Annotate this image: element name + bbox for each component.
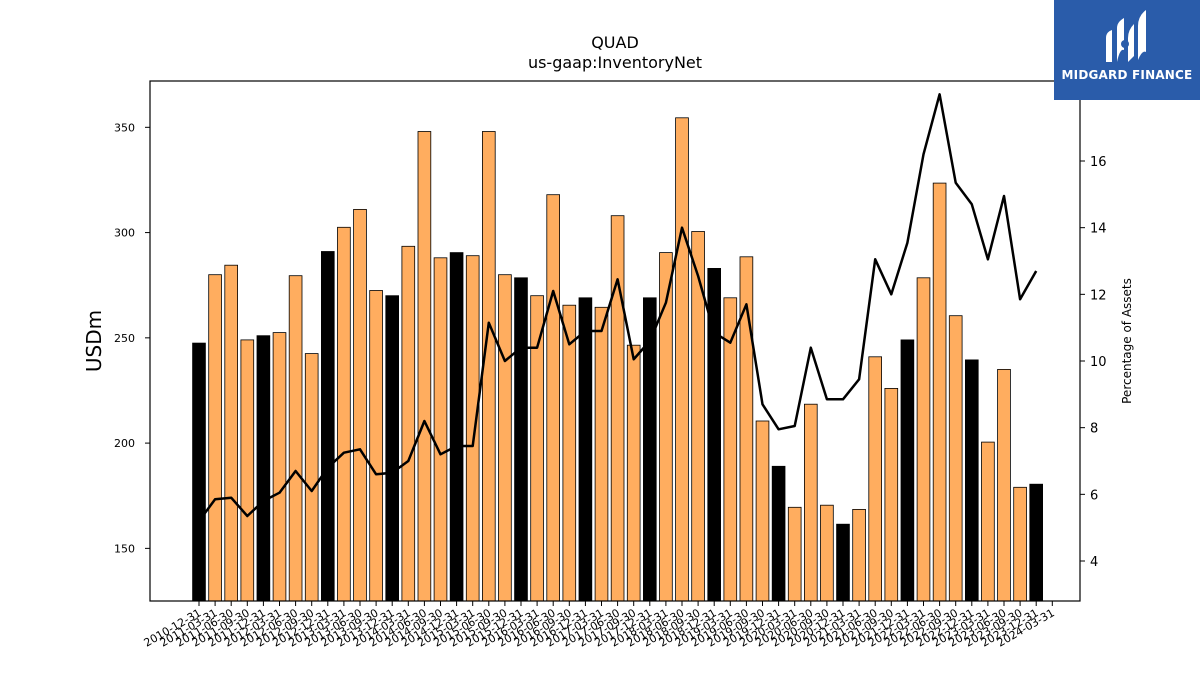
- chart-subtitle: us-gaap:InventoryNet: [528, 53, 702, 72]
- bar: [948, 315, 963, 602]
- y-axis-label: USDm: [82, 310, 106, 372]
- bar: [594, 306, 609, 602]
- y2-tick-label: 8: [1090, 422, 1098, 437]
- y2-tick-label: 4: [1090, 555, 1098, 570]
- y2-tick-label: 10: [1090, 355, 1107, 370]
- bar: [868, 356, 882, 602]
- bar: [916, 277, 931, 602]
- y-tick-label: 200: [114, 437, 135, 450]
- bar: [804, 403, 818, 602]
- plot-frame: [149, 80, 1081, 602]
- bar: [997, 368, 1011, 602]
- bar: [981, 441, 995, 602]
- y2-tick-label: 12: [1090, 288, 1107, 303]
- bar: [562, 304, 577, 602]
- y-tick-label: 300: [114, 227, 135, 240]
- bar: [578, 297, 593, 602]
- y2-tick-label: 14: [1090, 222, 1107, 237]
- bar-series: [192, 117, 1044, 602]
- percentage-line: [197, 93, 1038, 522]
- bar: [771, 465, 786, 602]
- bar: [626, 344, 641, 602]
- y-tick-label: 250: [114, 332, 135, 345]
- bar: [530, 295, 544, 602]
- y-tick-label: 350: [114, 121, 135, 134]
- bar: [900, 339, 915, 602]
- y2-tick-label: 16: [1090, 155, 1107, 170]
- bar: [787, 506, 802, 602]
- bar: [208, 274, 222, 602]
- bar: [610, 215, 625, 602]
- bar: [1029, 483, 1044, 602]
- bar: [449, 252, 464, 602]
- bar: [256, 335, 271, 602]
- bar: [224, 264, 239, 602]
- bar: [1013, 486, 1027, 602]
- y-axis-left: 150 200 250 300 350: [114, 121, 150, 555]
- y-axis-right: 4 6 8 10 12 14 16: [1080, 155, 1107, 570]
- bar: [417, 131, 432, 602]
- midgard-m-logo-icon: [1106, 10, 1146, 62]
- bar: [433, 257, 448, 602]
- bar: [755, 420, 770, 602]
- midgard-finance-logo: MIDGARD FINANCE: [1054, 0, 1200, 100]
- y2-axis-label: Percentage of Assets: [1120, 278, 1134, 404]
- bar: [320, 251, 335, 602]
- bar: [192, 342, 206, 602]
- bar: [691, 231, 705, 602]
- bar: [820, 504, 834, 602]
- bar: [675, 117, 689, 602]
- x-axis: 2010-12-312011-03-312011-06-302011-09-30…: [142, 601, 1057, 650]
- bar: [836, 523, 850, 602]
- bar: [852, 508, 866, 602]
- bar: [353, 208, 367, 602]
- bar: [401, 245, 416, 602]
- bar: [546, 194, 560, 602]
- y-tick-label: 150: [114, 542, 135, 555]
- bar: [240, 339, 255, 602]
- bar: [288, 275, 303, 602]
- y2-tick-label: 6: [1090, 488, 1098, 503]
- logo-text: MIDGARD FINANCE: [1061, 68, 1193, 82]
- bar: [304, 353, 319, 602]
- bar: [643, 297, 657, 602]
- bar: [932, 182, 947, 602]
- chart-title: QUAD: [591, 33, 639, 52]
- bar: [465, 255, 480, 602]
- bar: [884, 387, 899, 602]
- bar: [385, 295, 399, 602]
- bar: [272, 332, 287, 602]
- bar: [965, 359, 979, 602]
- bar: [337, 226, 351, 602]
- bar: [514, 277, 528, 602]
- bar: [369, 290, 383, 602]
- bar: [498, 274, 512, 602]
